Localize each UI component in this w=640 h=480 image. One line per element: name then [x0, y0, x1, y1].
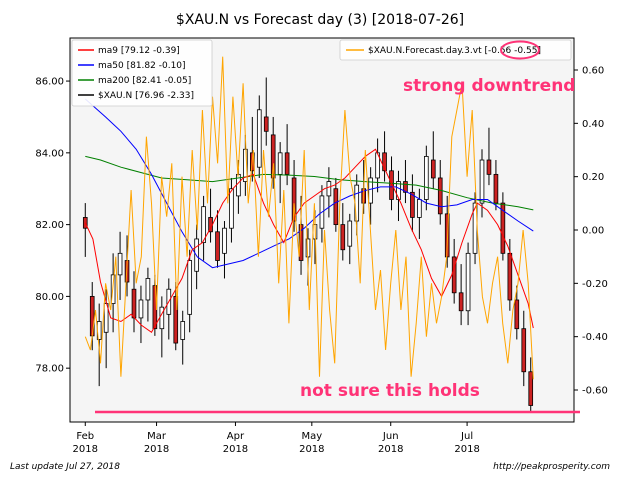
candle-body	[180, 321, 186, 340]
chart-title: $XAU.N vs Forecast day (3) [2018-07-26]	[176, 12, 464, 28]
candle-body	[479, 159, 485, 204]
x-tick-month: Jul	[460, 431, 473, 442]
candle-body	[117, 252, 123, 276]
candle-body	[410, 191, 415, 218]
candle-body	[145, 278, 151, 301]
candle-body	[222, 227, 227, 254]
footer-url: http://peakprosperity.com	[493, 462, 610, 472]
candle-body	[493, 173, 499, 204]
candle-body	[514, 299, 520, 330]
candle-body	[340, 224, 346, 251]
left-tick-label: 82.00	[35, 220, 64, 231]
x-axis-ticks: Feb 2018 Mar 2018 Apr 2018 May 2018 Jun 2018 Jul 20…	[73, 422, 480, 455]
right-tick-label: -0.20	[582, 279, 608, 290]
candle-body	[417, 199, 422, 218]
forecast-line	[84, 56, 534, 380]
candle-body	[528, 371, 534, 406]
candle-body	[458, 292, 464, 312]
legend-ma9: ma9 [79.12 -0.39]	[98, 46, 180, 56]
candle-body	[277, 152, 283, 175]
annotation-strong-downtrend: strong downtrend	[403, 76, 575, 96]
highlight-circle	[500, 40, 540, 60]
candle-body	[465, 252, 471, 312]
x-tick-year: 2018	[223, 444, 248, 455]
candle-body	[131, 288, 137, 319]
legend-ma50: ma50 [81.82 -0.10]	[98, 61, 186, 71]
legend-forecast-value2: -0.55	[514, 46, 537, 56]
footer-last-update: Last update Jul 27, 2018	[10, 462, 120, 472]
annotation-not-sure: not sure this holds	[300, 381, 480, 401]
x-tick-month: May	[301, 431, 322, 442]
candle-body	[396, 181, 401, 200]
right-tick-label: 0.00	[582, 226, 604, 237]
candle-body	[243, 148, 248, 182]
candle-body	[201, 206, 206, 243]
x-tick-month: Mar	[147, 431, 167, 442]
candle-body	[424, 156, 429, 200]
candle-body	[430, 159, 436, 179]
candle-body	[486, 159, 492, 175]
svg-text:$XAU.N.Forecast.day.3.vt: $XAU.N.Forecast.day.3.vt [-0.56 -0.55]	[368, 46, 541, 56]
candle-body	[333, 188, 339, 226]
x-tick-year: 2018	[299, 444, 324, 455]
x-tick-month: Apr	[227, 431, 245, 442]
right-tick-label: 0.60	[582, 66, 604, 77]
candle-body	[270, 134, 276, 179]
candle-body	[89, 295, 95, 337]
right-tick-label: -0.60	[582, 386, 608, 397]
right-tick-label: -0.40	[582, 332, 608, 343]
left-tick-label: 86.00	[35, 77, 64, 88]
right-axis-ticks: -0.60 -0.40 -0.20 0.00 0.20 0.40 0.60	[574, 66, 608, 397]
candle-body	[326, 181, 332, 197]
candle-body	[159, 306, 165, 330]
x-tick-month: Jun	[382, 431, 399, 442]
left-tick-label: 80.00	[35, 292, 64, 303]
candle-body	[291, 177, 297, 222]
legend-right: $XAU.N.Forecast.day.3.vt [-0.56 -0.55]	[339, 39, 572, 61]
candle-body	[229, 188, 234, 229]
candle-body	[347, 220, 353, 247]
candle-body	[437, 177, 443, 215]
ma9-line	[84, 148, 534, 334]
candle-body	[389, 170, 394, 200]
candle-body	[500, 202, 506, 254]
candle-body	[368, 177, 373, 204]
legend-ma200: ma200 [82.41 -0.05]	[98, 76, 191, 86]
legend-left: ma9 [79.12 -0.39] ma50 [81.82 -0.10] ma2…	[71, 39, 213, 107]
x-tick-year: 2018	[144, 444, 169, 455]
left-axis-ticks: 78.00 80.00 82.00 84.00 86.00	[35, 77, 70, 375]
x-tick-year: 2018	[378, 444, 403, 455]
legend-forecast-value1: -0.56	[488, 46, 512, 56]
candle-body	[187, 260, 192, 315]
candle-body	[403, 181, 408, 193]
x-tick-year: 2018	[454, 444, 479, 455]
right-tick-label: 0.40	[582, 119, 604, 130]
candle-body	[507, 252, 513, 301]
candle-body	[215, 231, 220, 261]
legend-xau: $XAU.N [76.96 -2.33]	[98, 91, 194, 101]
legend-forecast-label: $XAU.N.Forecast.day.3.vt	[368, 46, 482, 56]
candle-body	[256, 109, 262, 168]
x-tick-year: 2018	[73, 444, 98, 455]
candle-body	[138, 299, 144, 319]
left-tick-label: 78.00	[35, 364, 64, 375]
left-tick-label: 84.00	[35, 148, 64, 159]
candle-body	[521, 328, 527, 373]
candle-body	[382, 152, 387, 172]
x-tick-month: Feb	[76, 431, 94, 442]
candle-body	[173, 295, 179, 344]
candle-body	[284, 152, 290, 175]
candle-body	[263, 116, 269, 132]
right-tick-label: 0.20	[582, 172, 604, 183]
